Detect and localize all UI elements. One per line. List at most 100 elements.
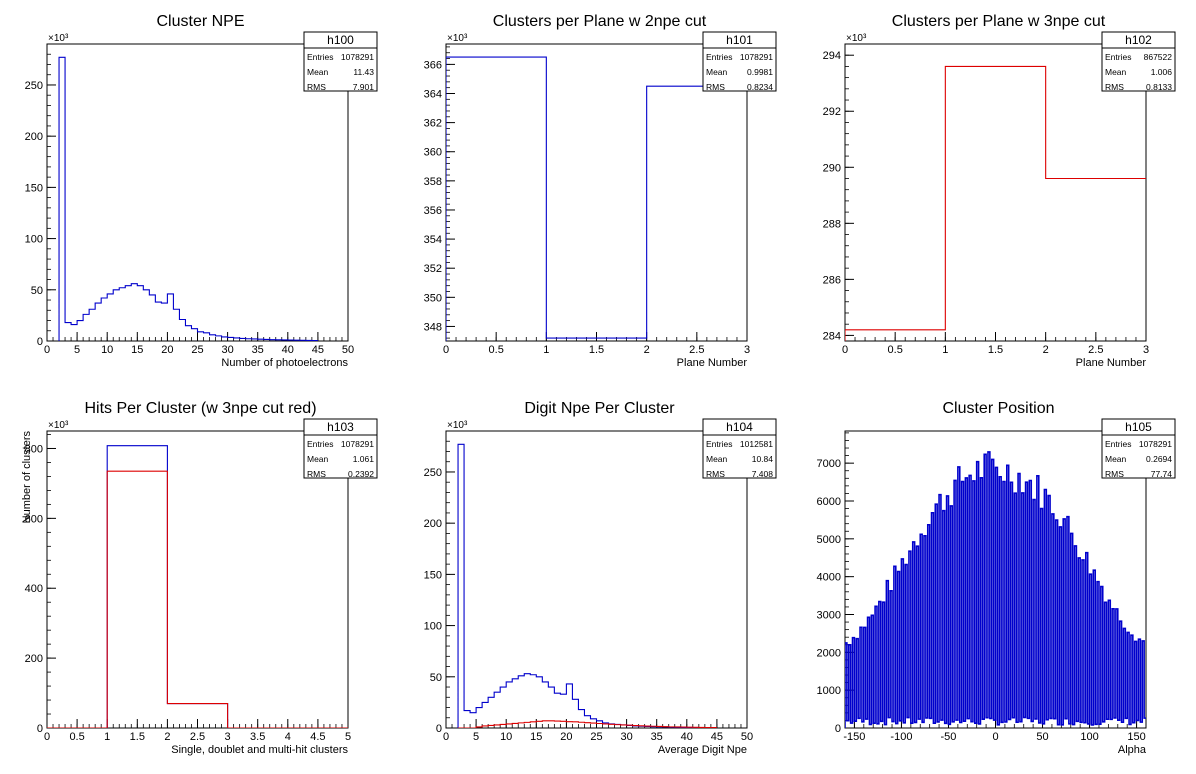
stats-row-value: 0.2694 xyxy=(1146,454,1172,464)
y-tick-label: 294 xyxy=(823,50,841,62)
y-tick-label: 348 xyxy=(424,321,442,333)
x-tick-label: 2.5 xyxy=(689,344,704,356)
y-axis-label: Number of clusters xyxy=(21,431,33,524)
x-tick-label: 2 xyxy=(1043,344,1049,356)
stats-row-value: 1012581 xyxy=(740,439,773,449)
x-tick-label: 1 xyxy=(942,344,948,356)
stats-box: h102 Entries 867522 Mean 1.006 RMS 0.8133 xyxy=(1101,31,1176,92)
x-axis-label: Single, doublet and multi-hit clusters xyxy=(171,744,348,756)
y-tick-label: 0 xyxy=(37,336,43,348)
x-axis-label: Number of photoelectrons xyxy=(221,357,348,369)
y-tick-label: 358 xyxy=(424,176,442,188)
x-tick-label: 10 xyxy=(500,731,512,743)
stats-box-name: h103 xyxy=(327,420,354,434)
stats-row-label: Mean xyxy=(307,67,329,77)
x-tick-label: -50 xyxy=(941,731,957,743)
x-axis-label: Plane Number xyxy=(677,357,748,369)
x-tick-label: 0 xyxy=(44,344,50,356)
x-tick-label: 0.5 xyxy=(489,344,504,356)
y-tick-label: 50 xyxy=(31,285,43,297)
x-axis-label: Alpha xyxy=(1118,744,1147,756)
x-tick-label: 150 xyxy=(1127,731,1145,743)
x-tick-label: 2.5 xyxy=(1088,344,1103,356)
y-tick-label: 356 xyxy=(424,205,442,217)
y-tick-label: 100 xyxy=(424,621,442,633)
x-tick-label: 35 xyxy=(252,344,264,356)
x-tick-label: 30 xyxy=(221,344,233,356)
x-tick-label: 20 xyxy=(560,731,572,743)
chart-title: Hits Per Cluster (w 3npe cut red) xyxy=(84,400,316,417)
stats-row-label: RMS xyxy=(307,82,326,92)
axis-exponent-label: ×10³ xyxy=(846,33,867,44)
x-tick-label: 5 xyxy=(473,731,479,743)
x-tick-label: 25 xyxy=(191,344,203,356)
stats-row-value: 10.84 xyxy=(752,454,774,464)
stats-row-label: RMS xyxy=(307,469,326,479)
plot-frame xyxy=(445,43,748,342)
stats-row-label: Mean xyxy=(706,67,728,77)
stats-row-label: Entries xyxy=(307,52,333,62)
x-tick-label: 50 xyxy=(741,731,753,743)
chart-title: Clusters per Plane w 3npe cut xyxy=(892,13,1106,30)
stats-box: h100 Entries 1078291 Mean 11.43 RMS 7.901 xyxy=(303,31,378,92)
x-tick-label: 1.5 xyxy=(988,344,1003,356)
histogram-series-line xyxy=(58,56,318,341)
stats-row-label: RMS xyxy=(706,469,725,479)
stats-box: h101 Entries 1078291 Mean 0.9981 RMS 0.8234 xyxy=(702,31,777,92)
stats-row-value: 867522 xyxy=(1144,52,1173,62)
stats-row-value: 1.061 xyxy=(353,454,375,464)
y-tick-label: 5000 xyxy=(817,534,841,546)
x-tick-label: 15 xyxy=(131,344,143,356)
x-tick-label: 100 xyxy=(1080,731,1098,743)
x-tick-label: 25 xyxy=(590,731,602,743)
histogram-panel-5: Digit Npe Per Cluster ×10³ 0 5 10 15 20 25 30 35 4… xyxy=(424,400,777,756)
histogram-series-line xyxy=(845,451,1146,728)
x-tick-label: 0 xyxy=(842,344,848,356)
y-tick-label: 200 xyxy=(25,653,43,665)
axis-exponent-label: ×10³ xyxy=(48,420,69,431)
histogram-series-line xyxy=(47,445,348,728)
x-tick-label: 2.5 xyxy=(190,731,205,743)
stats-row-value: 0.8133 xyxy=(1146,82,1172,92)
stats-row-label: Mean xyxy=(307,454,329,464)
stats-row-label: Mean xyxy=(706,454,728,464)
chart-title: Clusters per Plane w 2npe cut xyxy=(493,13,707,30)
stats-row-label: Entries xyxy=(706,52,732,62)
y-tick-label: 352 xyxy=(424,263,442,275)
x-tick-label: -100 xyxy=(890,731,912,743)
stats-row-value: 77.74 xyxy=(1151,469,1173,479)
y-tick-label: 800 xyxy=(25,443,43,455)
x-tick-label: 20 xyxy=(161,344,173,356)
stats-row-label: Entries xyxy=(307,439,333,449)
y-tick-label: 400 xyxy=(25,583,43,595)
x-tick-label: 0 xyxy=(443,344,449,356)
plot-frame xyxy=(844,43,1147,342)
x-axis-label: Average Digit Npe xyxy=(658,744,747,756)
y-tick-label: 150 xyxy=(424,569,442,581)
x-tick-label: 1.5 xyxy=(589,344,604,356)
y-tick-label: 200 xyxy=(25,131,43,143)
stats-box: h105 Entries 1078291 Mean 0.2694 RMS 77.74 xyxy=(1101,418,1176,479)
y-tick-label: 600 xyxy=(25,513,43,525)
x-tick-label: 50 xyxy=(342,344,354,356)
stats-box-name: h101 xyxy=(726,33,753,47)
stats-row-value: 1078291 xyxy=(1139,439,1172,449)
stats-row-label: RMS xyxy=(1105,82,1124,92)
y-tick-label: 0 xyxy=(835,723,841,735)
y-tick-label: 0 xyxy=(436,723,442,735)
x-tick-label: 2 xyxy=(164,731,170,743)
x-tick-label: 3 xyxy=(1143,344,1149,356)
stats-row-value: 1078291 xyxy=(341,52,374,62)
axis-exponent-label: ×10³ xyxy=(48,33,69,44)
x-tick-label: 5 xyxy=(345,731,351,743)
stats-row-value: 0.9981 xyxy=(747,67,773,77)
x-tick-label: 1.5 xyxy=(130,731,145,743)
stats-row-value: 1078291 xyxy=(341,439,374,449)
stats-row-value: 1.006 xyxy=(1151,67,1173,77)
y-tick-label: 4000 xyxy=(817,572,841,584)
y-tick-label: 284 xyxy=(823,330,841,342)
x-tick-label: 40 xyxy=(282,344,294,356)
stats-row-label: Entries xyxy=(706,439,732,449)
stats-row-value: 7.408 xyxy=(752,469,774,479)
